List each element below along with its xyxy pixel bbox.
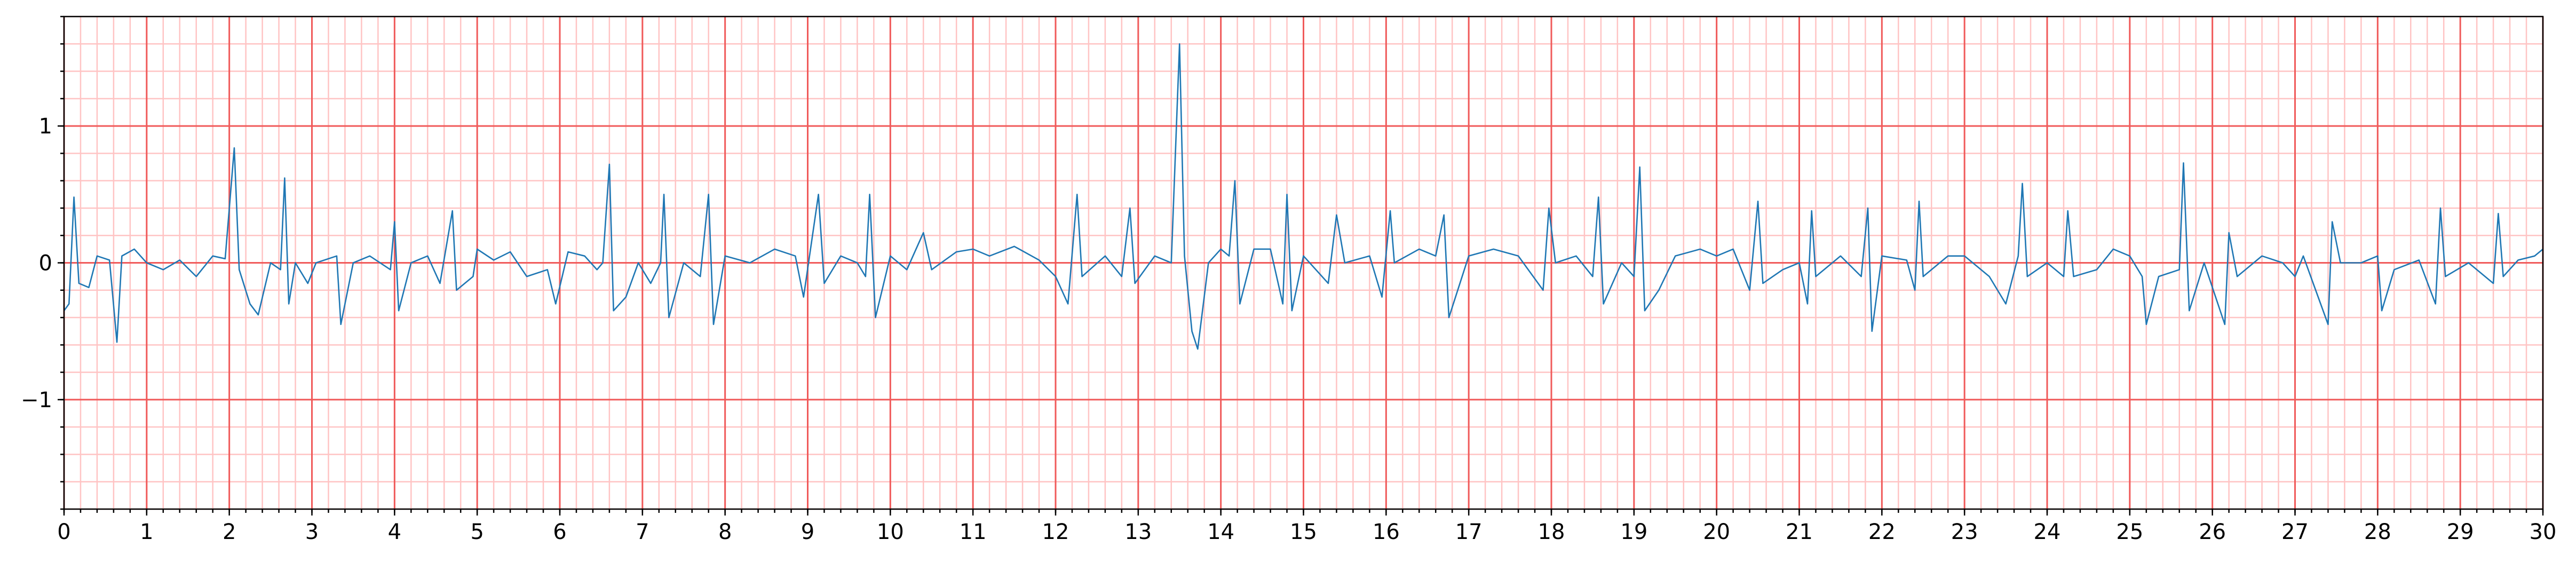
y-tick-label: 1 (39, 114, 52, 139)
x-tick-label: 23 (1951, 520, 1978, 544)
x-tick-label: 30 (2530, 520, 2557, 544)
y-tick-label: 0 (39, 251, 52, 276)
x-tick-label: 4 (388, 520, 401, 544)
x-tick-label: 25 (2116, 520, 2143, 544)
grid (63, 15, 2544, 510)
x-tick-label: 28 (2364, 520, 2391, 544)
x-tick-label: 20 (1703, 520, 1730, 544)
x-tick-label: 22 (1868, 520, 1896, 544)
x-tick-label: 8 (718, 520, 732, 544)
x-tick-label: 18 (1538, 520, 1565, 544)
x-tick-label: 9 (801, 520, 814, 544)
x-tick-label: 10 (877, 520, 904, 544)
plot (63, 43, 2543, 350)
x-tick-label: 3 (305, 520, 319, 544)
x-tick-label: 2 (223, 520, 236, 544)
x-tick-label: 0 (57, 520, 70, 544)
x-tick-label: 26 (2199, 520, 2226, 544)
x-tick-label: 12 (1042, 520, 1069, 544)
x-tick-label: 27 (2281, 520, 2309, 544)
x-tick-label: 16 (1373, 520, 1400, 544)
axes-frame (63, 15, 2544, 510)
x-tick-label: 29 (2447, 520, 2474, 544)
x-tick-label: 24 (2034, 520, 2061, 544)
x-tick-label: 17 (1455, 520, 1483, 544)
x-tick-label: 21 (1786, 520, 1813, 544)
y-tick-label: −1 (21, 388, 52, 413)
x-tick-label: 6 (553, 520, 566, 544)
x-tick-label: 5 (470, 520, 484, 544)
x-tick-label: 14 (1207, 520, 1234, 544)
signal-line (63, 43, 2543, 350)
x-tick-label: 1 (140, 520, 153, 544)
x-tick-label: 15 (1290, 520, 1317, 544)
axes: 0 1 2 3 4 5 6 7 8 9 10 11 12 13 14 15 16 17 18 19 20 21 22 23 24… (21, 15, 2557, 544)
x-tick-label: 11 (960, 520, 987, 544)
x-tick-label: 7 (636, 520, 649, 544)
x-tick-label: 13 (1124, 520, 1152, 544)
x-tick-label: 19 (1620, 520, 1647, 544)
